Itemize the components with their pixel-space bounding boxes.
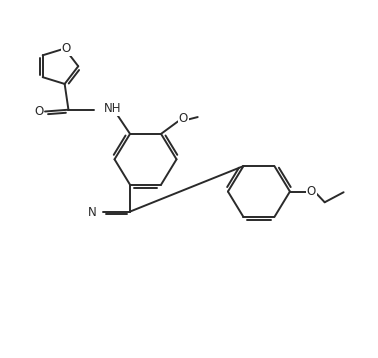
Text: N: N	[88, 206, 96, 219]
Text: O: O	[62, 42, 71, 55]
Text: NH: NH	[104, 102, 122, 115]
Text: O: O	[34, 105, 43, 118]
Text: O: O	[179, 112, 188, 125]
Text: O: O	[307, 185, 316, 198]
